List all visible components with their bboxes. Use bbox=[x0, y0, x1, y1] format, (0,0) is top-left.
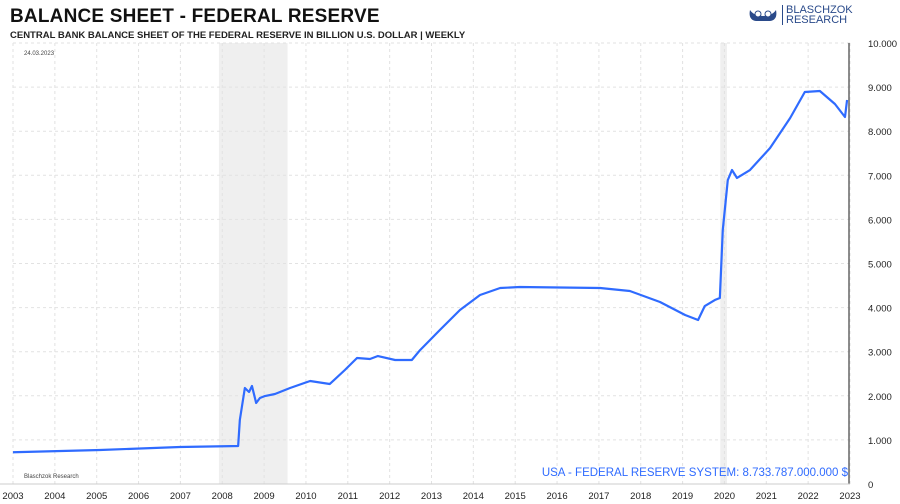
logo-icon bbox=[749, 10, 777, 21]
x-tick-label: 2003 bbox=[2, 491, 23, 502]
x-tick-label: 2014 bbox=[463, 491, 484, 502]
current-value-label: USA - FEDERAL RESERVE SYSTEM: 8.733.787.… bbox=[541, 467, 848, 479]
y-tick-label: 5.000 bbox=[868, 260, 892, 271]
x-tick-label: 2007 bbox=[170, 491, 191, 502]
chart-subtitle: CENTRAL BANK BALANCE SHEET OF THE FEDERA… bbox=[10, 30, 466, 41]
y-tick-label: 0 bbox=[868, 480, 873, 491]
x-tick-label: 2010 bbox=[295, 491, 316, 502]
date-label: 24.03.2023 bbox=[24, 51, 55, 57]
x-tick-label: 2011 bbox=[338, 491, 358, 502]
x-tick-label: 2013 bbox=[421, 491, 442, 502]
x-tick-label: 2012 bbox=[379, 491, 400, 502]
x-tick-label: 2019 bbox=[672, 491, 693, 502]
logo-text-line1: BLASCHZOK bbox=[786, 4, 853, 16]
x-tick-label: 2005 bbox=[86, 491, 107, 502]
series-line bbox=[12, 89, 849, 454]
x-tick-label: 2017 bbox=[588, 491, 609, 502]
x-tick-label: 2006 bbox=[128, 491, 149, 502]
y-tick-label: 2.000 bbox=[868, 392, 892, 403]
y-tick-label: 1.000 bbox=[868, 436, 892, 447]
y-tick-label: 9.000 bbox=[868, 83, 892, 94]
x-tick-label: 2023 bbox=[839, 491, 860, 502]
x-tick-label: 2004 bbox=[44, 491, 65, 502]
x-tick-label: 2018 bbox=[630, 491, 651, 502]
x-tick-label: 2020 bbox=[714, 491, 735, 502]
y-tick-label: 8.000 bbox=[868, 127, 892, 138]
x-tick-label: 2008 bbox=[212, 491, 233, 502]
y-tick-label: 3.000 bbox=[868, 348, 892, 359]
y-tick-label: 6.000 bbox=[868, 215, 892, 226]
x-tick-label: 2015 bbox=[505, 491, 526, 502]
logo-text-line2: RESEARCH bbox=[786, 14, 848, 26]
x-tick-label: 2009 bbox=[254, 491, 275, 502]
page-title: BALANCE SHEET - FEDERAL RESERVE bbox=[10, 6, 380, 27]
y-tick-label: 10.000 bbox=[868, 39, 897, 50]
x-tick-label: 2021 bbox=[756, 491, 777, 502]
x-tick-label: 2022 bbox=[798, 491, 819, 502]
y-tick-label: 4.000 bbox=[868, 304, 892, 315]
source-label: Blaschzok Research bbox=[24, 474, 79, 480]
logo: BLASCHZOK RESEARCH bbox=[748, 4, 853, 26]
y-tick-label: 7.000 bbox=[868, 171, 892, 182]
x-tick-label: 2016 bbox=[546, 491, 567, 502]
